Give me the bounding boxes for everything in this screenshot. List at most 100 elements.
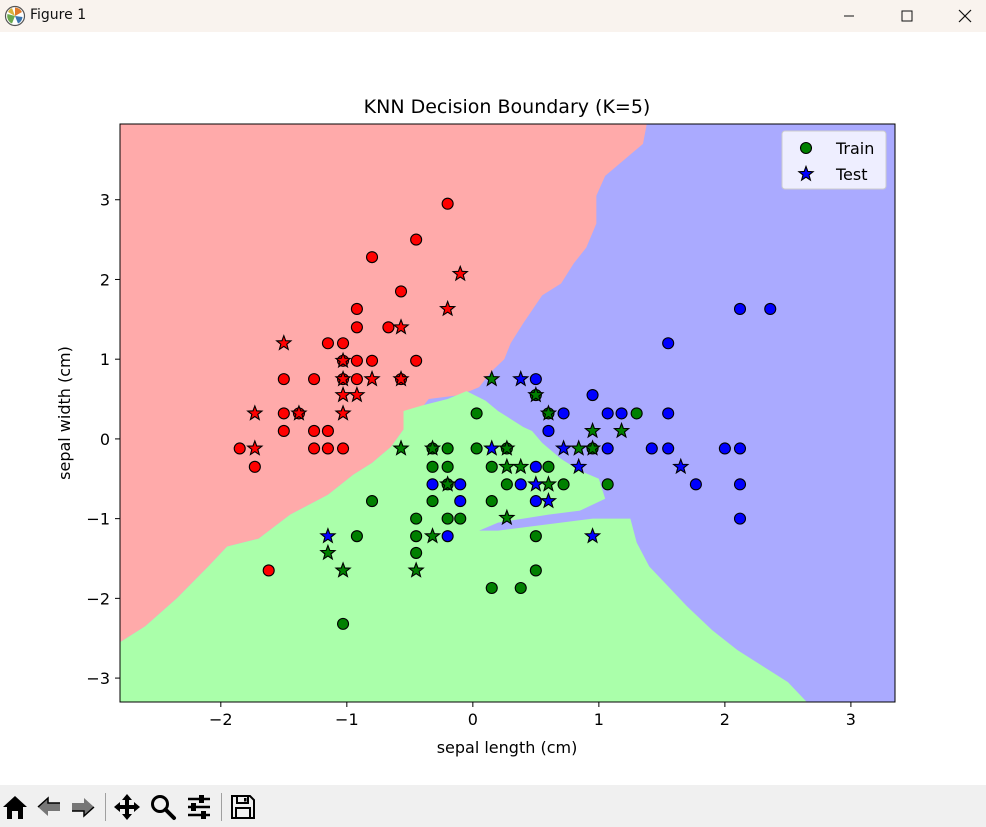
train-point [485,581,498,595]
save-button[interactable] [228,792,258,822]
train-point [410,512,423,525]
train-point [733,302,747,316]
test-point [439,475,457,492]
train-point [277,424,290,437]
y-tick-label: 2 [100,270,110,289]
train-point [441,442,454,455]
figure-canvas[interactable]: −2 −1 0 1 2 3 −3 −2 −1 0 1 2 3 KNN Decision Boundar… [0,32,986,785]
train-point [410,233,423,246]
matplotlib-icon [4,5,26,27]
train-point [426,478,439,491]
test-point [539,492,558,509]
x-tick-label: −2 [209,710,233,729]
train-point [615,407,628,420]
home-button[interactable] [0,792,30,822]
train-point [601,407,614,420]
train-point [233,442,246,455]
test-point [334,385,352,403]
window-title: Figure 1 [30,7,87,23]
train-point [308,424,321,437]
decision-regions [120,124,895,702]
test-point [334,404,352,421]
test-point [334,370,352,387]
minimize-button[interactable] [820,0,878,32]
test-point [334,351,352,369]
forward-button[interactable] [68,792,98,822]
test-point [451,264,469,282]
train-point [277,373,290,386]
train-point [426,460,439,473]
train-point [500,478,513,491]
test-point [554,439,573,456]
train-point [350,530,363,543]
train-point [514,581,527,595]
test-point [319,527,337,544]
train-point [277,407,290,420]
zoom-button[interactable] [148,792,178,822]
train-point [689,478,702,491]
train-point [365,251,379,264]
train-point [733,478,747,491]
test-point [275,334,293,351]
configure-subplots-button[interactable] [184,792,214,822]
train-point [557,478,570,491]
train-point [529,373,542,386]
test-point [512,370,530,387]
train-point [441,512,454,525]
region-class-1 [120,391,807,702]
legend-train-label: Train [835,139,874,158]
test-point [439,299,457,317]
train-point [336,617,350,630]
test-point [392,439,410,456]
x-axis: −2 −1 0 1 2 3 [209,702,856,729]
train-point [529,495,542,508]
knn-chart: −2 −1 0 1 2 3 −3 −2 −1 0 1 2 3 KNN Decision Boundar… [55,96,896,757]
train-point [321,424,334,437]
test-point [392,370,410,387]
test-point [348,385,366,403]
train-point [557,407,570,420]
test-point [423,527,442,544]
train-point [382,321,395,334]
test-point [498,457,516,475]
x-tick-label: 3 [846,710,856,729]
test-point [527,385,545,403]
test-point [407,561,425,578]
pan-button[interactable] [112,792,142,822]
train-point [542,424,555,437]
maximize-icon [901,10,913,22]
x-tick-label: 2 [720,710,730,729]
train-point [514,478,527,491]
close-icon [958,9,972,23]
test-point [583,421,602,439]
y-tick-label: −3 [86,669,110,688]
test-point [246,404,264,421]
train-point [529,530,542,543]
train-point [321,337,334,350]
train-point [542,460,555,473]
y-axis: −3 −2 −1 0 1 2 3 [86,191,120,688]
train-point [410,530,423,543]
window-titlebar: Figure 1 [0,0,986,32]
test-point [246,439,264,456]
axes-frame [119,123,896,703]
maximize-button[interactable] [878,0,936,32]
toolbar-separator [105,793,106,821]
test-point [319,543,337,561]
region-class-0 [120,124,647,643]
train-point [454,478,467,491]
close-button[interactable] [936,0,986,32]
back-button[interactable] [34,792,64,822]
test-point [483,370,501,387]
train-point [529,564,542,577]
train-point [454,512,467,525]
test-point [570,439,588,456]
test-point [498,508,516,526]
train-point [336,442,350,455]
legend: Train Test [781,130,887,190]
train-point [441,197,454,210]
train-point [365,354,379,367]
train-point [441,460,454,473]
y-axis-label: sepal width (cm) [55,346,74,480]
y-tick-label: 0 [100,430,110,449]
